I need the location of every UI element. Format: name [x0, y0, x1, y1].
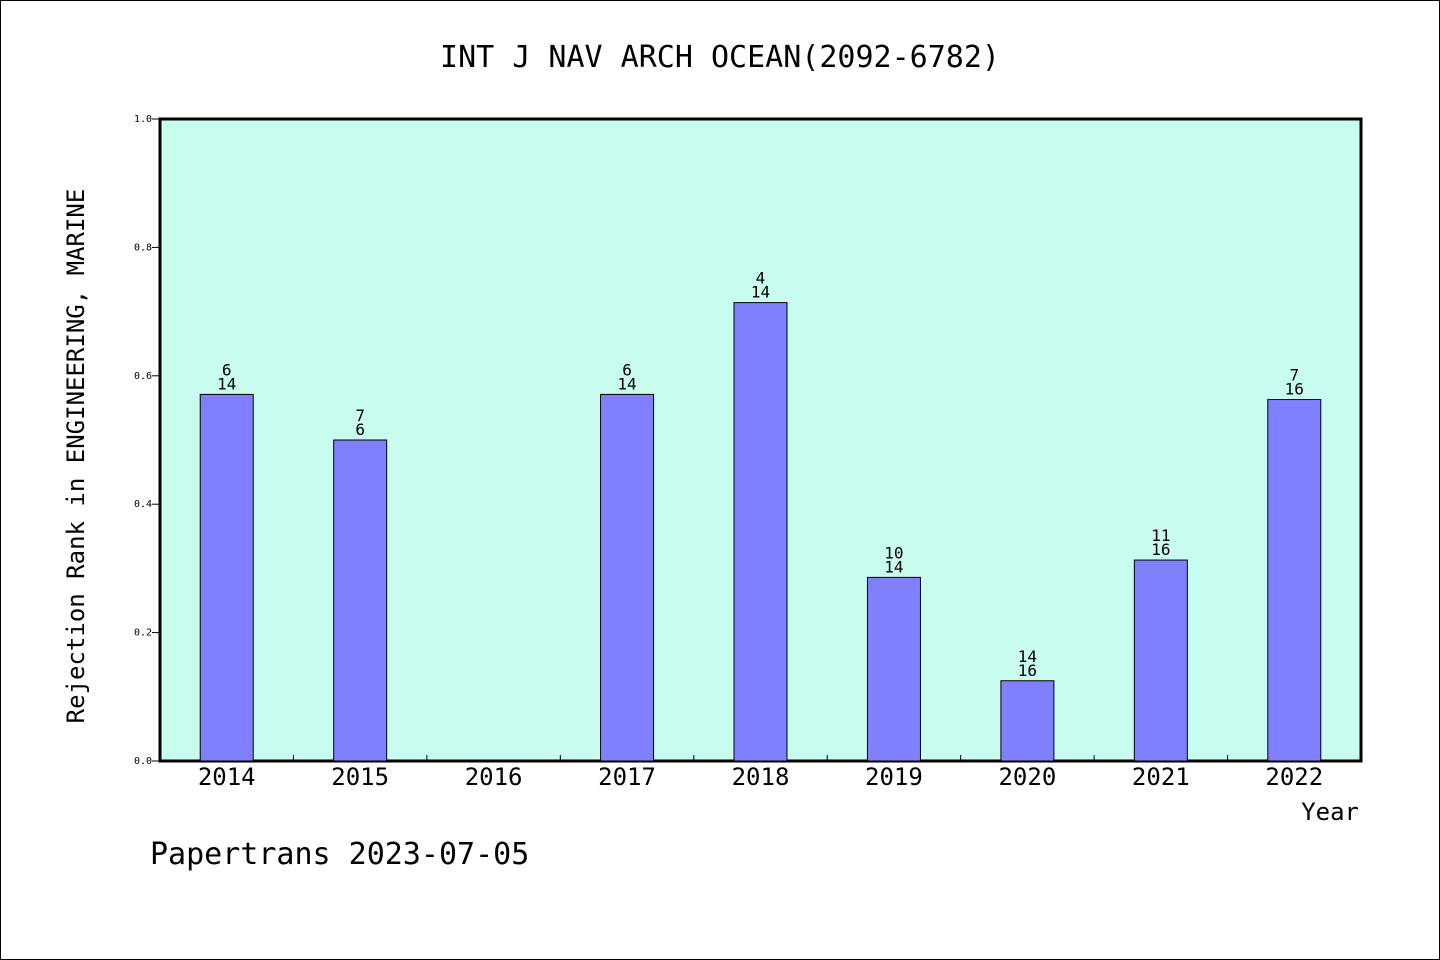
y-tick-label: 0.8: [134, 242, 152, 253]
bar-label-bottom: 16: [1018, 661, 1037, 680]
bar-label-top: 6: [622, 360, 632, 379]
x-tick-label: 2015: [331, 763, 389, 791]
bar-label-bottom: 14: [884, 557, 903, 576]
bar-2020: [1000, 680, 1055, 762]
x-tick-label: 2014: [198, 763, 256, 791]
bar-label-bottom: 16: [1151, 540, 1170, 559]
bar-label-bottom: 6: [355, 420, 365, 439]
bar-2019: [866, 576, 921, 762]
bar-label-top: 4: [756, 269, 766, 288]
bar-label-bottom: 16: [1285, 380, 1304, 399]
y-tick-label: 0.0: [134, 756, 152, 767]
bar-label-top: 7: [355, 406, 365, 425]
x-tick-label: 2016: [465, 763, 523, 791]
bar-label-top: 6: [222, 360, 232, 379]
bar-2018: [733, 302, 788, 762]
bar-label-top: 10: [884, 543, 903, 562]
bar-label-bottom: 14: [617, 374, 636, 393]
x-axis: 2014 2015 2016 2017 2018 2019 2020 2021 2022: [198, 755, 1323, 791]
footer-credit: Papertrans 2023-07-05: [150, 837, 529, 872]
bar-label-bottom: 14: [217, 374, 236, 393]
bar-label-top: 7: [1289, 366, 1299, 385]
x-tick-label: 2018: [732, 763, 790, 791]
x-tick-label: 2021: [1132, 763, 1190, 791]
bar-2021: [1133, 559, 1188, 762]
y-tick-label: 0.4: [134, 499, 152, 510]
y-tick-label: 1.0: [134, 114, 152, 125]
y-axis: 0.0 0.2 0.4 0.6 0.8 1.0: [134, 114, 160, 767]
x-tick-label: 2017: [598, 763, 656, 791]
y-tick-label: 0.2: [134, 628, 152, 639]
bar-series: [199, 302, 1322, 762]
bar-2014: [199, 393, 254, 762]
x-axis-label: Year: [1301, 798, 1359, 826]
bar-2022: [1267, 399, 1322, 762]
x-tick-label: 2022: [1265, 763, 1323, 791]
y-axis-label: Rejection Rank in ENGINEERING, MARINE: [62, 189, 90, 724]
bar-2017: [600, 393, 655, 762]
bar-label-bottom: 14: [751, 283, 770, 302]
bar-label-top: 11: [1151, 526, 1170, 545]
x-tick-label: 2020: [998, 763, 1056, 791]
chart-title: INT J NAV ARCH OCEAN(2092-6782): [440, 40, 1000, 75]
y-tick-label: 0.6: [134, 371, 152, 382]
x-tick-label: 2019: [865, 763, 923, 791]
bar-label-top: 14: [1018, 647, 1037, 666]
bar-2015: [333, 439, 388, 762]
